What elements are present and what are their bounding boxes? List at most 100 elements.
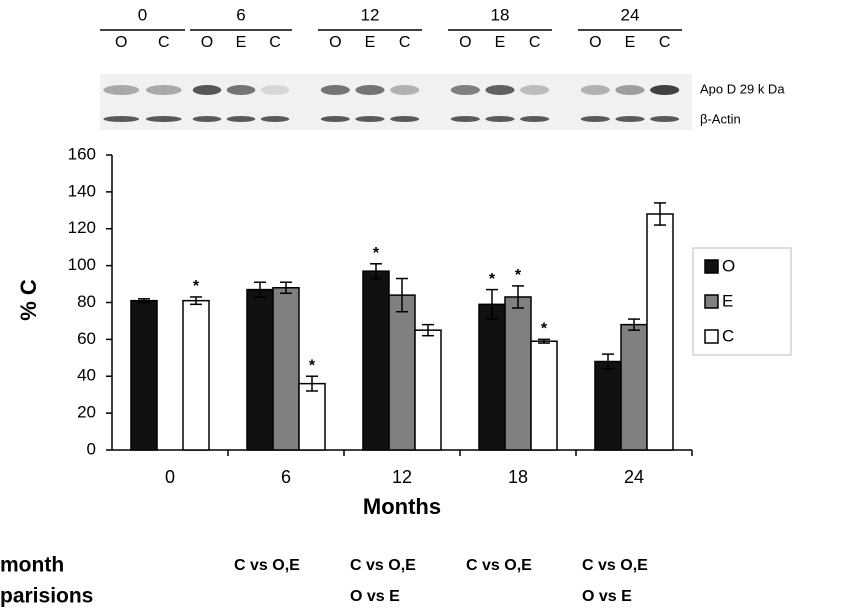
lane-label: O [589,34,601,51]
lane-label: O [459,34,471,51]
lane-label: C [158,34,170,51]
significance-mark: * [309,357,316,374]
apo-band [485,85,514,95]
apo-band [581,85,610,95]
bar [505,297,531,450]
apo-band [146,85,182,95]
bar [299,384,325,450]
bar [247,290,273,450]
comparison-text: C vs O,E [350,557,416,574]
legend-label: E [722,291,733,310]
apo-band [520,85,549,95]
actin-band [321,116,350,122]
bar [183,301,209,450]
comparison-text: C vs O,E [466,557,532,574]
x-tick-label: 12 [392,467,412,487]
comparison-text: O vs E [582,588,632,605]
comparison-text: C vs O,E [234,557,300,574]
significance-mark: * [541,321,548,338]
legend-label: C [722,326,734,345]
actin-band [451,116,480,122]
apo-band [451,85,480,95]
significance-mark: * [193,278,200,295]
bar [415,330,441,450]
band-label: Apo D 29 k Da [700,81,785,96]
lane-label: C [529,34,541,51]
legend-label: O [722,256,735,275]
bar [531,341,557,450]
actin-band [146,116,182,122]
actin-band [650,116,679,122]
significance-mark: * [515,267,522,284]
blot-group-label: 24 [621,5,640,24]
apo-band [227,85,256,95]
page: 0OC6OEC12OEC18OEC24OECApo D 29 k Daβ-Act… [0,0,847,609]
bar [479,304,505,450]
bar [273,288,299,450]
actin-band [581,116,610,122]
apo-band [650,85,679,95]
blot-group-label: 12 [361,5,380,24]
actin-band [355,116,384,122]
y-tick-label: 100 [68,255,96,274]
actin-band [261,116,290,122]
y-axis-title: % C [16,279,41,321]
actin-band [390,116,419,122]
comparisons-label: parisions [0,585,93,608]
bar [647,214,673,450]
comparison-text: O vs E [350,588,400,605]
band-label: β-Actin [700,111,741,126]
apo-band [355,85,384,95]
apo-band [390,85,419,95]
lane-label: E [495,34,506,51]
apo-band [321,85,350,95]
lane-label: E [236,34,247,51]
blot-background [100,74,692,130]
actin-band [485,116,514,122]
y-tick-label: 20 [77,403,96,422]
x-tick-label: 24 [624,467,644,487]
bar [131,301,157,450]
x-tick-label: 18 [508,467,528,487]
comparison-text: C vs O,E [582,557,648,574]
y-tick-label: 160 [68,144,96,163]
bar [363,271,389,450]
x-tick-label: 6 [281,467,291,487]
lane-label: O [115,34,127,51]
blot-group-label: 0 [138,5,147,24]
lane-label: E [365,34,376,51]
comparisons-label: month [0,554,64,577]
actin-band [227,116,256,122]
y-tick-label: 40 [77,366,96,385]
lane-label: C [659,34,671,51]
y-tick-label: 80 [77,292,96,311]
blot-group-label: 18 [491,5,510,24]
y-tick-label: 0 [87,439,96,458]
apo-band [103,85,139,95]
y-tick-label: 140 [68,181,96,200]
blot-group-label: 6 [236,5,245,24]
apo-band [615,85,644,95]
actin-band [615,116,644,122]
apo-band [193,85,222,95]
bar [621,325,647,450]
lane-label: O [201,34,213,51]
significance-mark: * [489,271,496,288]
legend-swatch [705,260,718,273]
actin-band [103,116,139,122]
figure: 0OC6OEC12OEC18OEC24OECApo D 29 k Daβ-Act… [0,0,847,609]
bar [595,362,621,451]
bar [389,295,415,450]
legend-swatch [705,295,718,308]
y-tick-label: 60 [77,329,96,348]
lane-label: C [399,34,411,51]
lane-label: O [329,34,341,51]
lane-label: E [625,34,636,51]
x-tick-label: 0 [165,467,175,487]
lane-label: C [269,34,281,51]
apo-band [261,85,290,95]
significance-mark: * [373,245,380,262]
actin-band [193,116,222,122]
actin-band [520,116,549,122]
x-axis-title: Months [363,494,441,519]
